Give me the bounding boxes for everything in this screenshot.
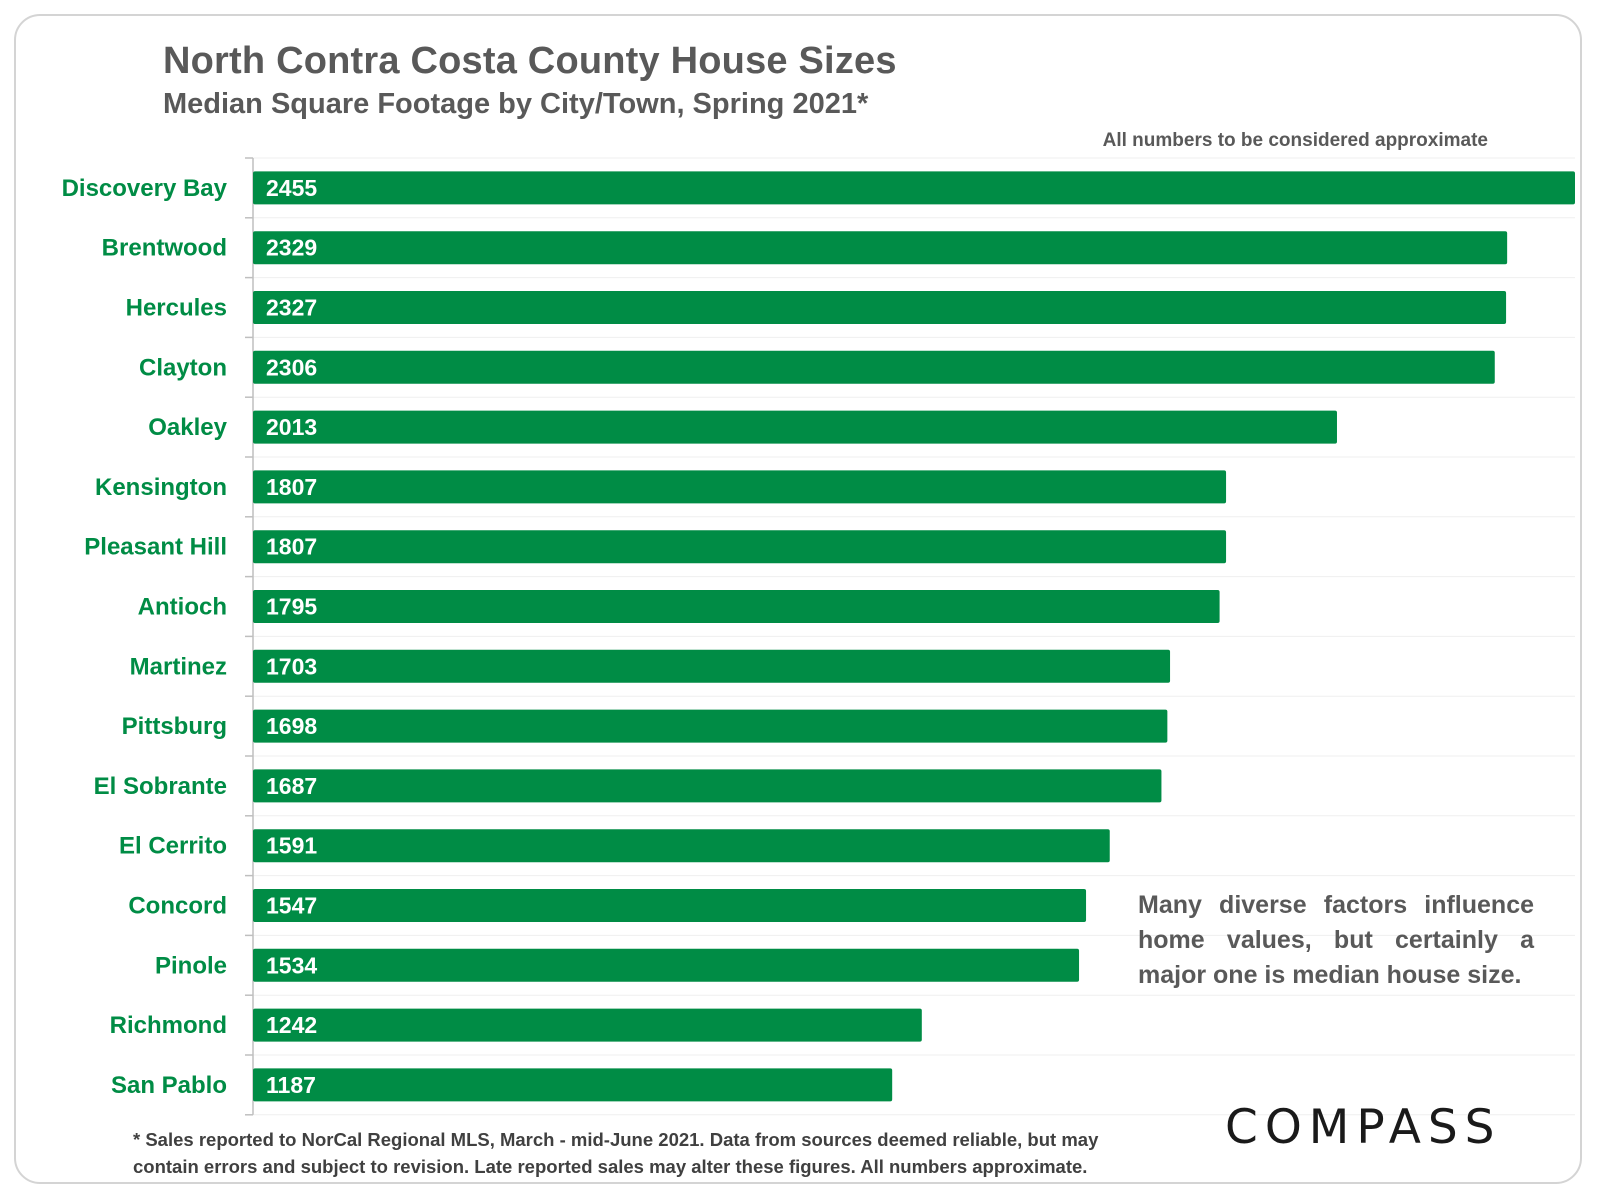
data-label: 1187 — [266, 1072, 316, 1098]
category-label: Discovery Bay — [62, 175, 228, 202]
data-label: 1591 — [266, 833, 317, 859]
footnote-line-2: contain errors and subject to revision. … — [133, 1156, 1088, 1177]
bar — [253, 769, 1162, 803]
category-label: Richmond — [110, 1012, 227, 1039]
data-label: 1795 — [266, 594, 317, 620]
footnote-line-1: * Sales reported to NorCal Regional MLS,… — [133, 1129, 1099, 1150]
category-label: El Sobrante — [94, 773, 227, 800]
category-label: Pinole — [155, 952, 227, 979]
category-label: Martinez — [130, 653, 227, 680]
bar — [253, 350, 1495, 384]
category-label: Antioch — [138, 594, 227, 621]
bar — [253, 410, 1337, 444]
bar — [253, 829, 1110, 863]
bar — [253, 649, 1171, 683]
data-label: 1547 — [266, 893, 317, 919]
category-label: Hercules — [126, 295, 227, 322]
bar — [253, 231, 1508, 265]
data-label: 2455 — [266, 175, 317, 201]
data-label: 2306 — [266, 354, 317, 380]
category-label: Clayton — [139, 354, 227, 381]
data-label: 1807 — [266, 474, 317, 500]
category-label: Pleasant Hill — [84, 534, 227, 561]
data-label: 1698 — [266, 713, 317, 739]
bar — [253, 171, 1575, 205]
category-label: Kensington — [95, 474, 227, 501]
category-label: Brentwood — [102, 235, 227, 262]
category-label: San Pablo — [111, 1072, 227, 1099]
bar — [253, 889, 1087, 922]
annotation-text: Many diverse factors influence home valu… — [1138, 891, 1534, 989]
compass-logo: COMPASS — [1225, 1100, 1502, 1155]
bar — [253, 1068, 893, 1102]
bar — [253, 948, 1080, 982]
data-label: 1807 — [266, 534, 317, 560]
category-label: Oakley — [148, 414, 227, 441]
bar — [253, 1008, 922, 1042]
data-label: 2013 — [266, 414, 317, 440]
chart-title: North Contra Costa County House Sizes — [163, 40, 897, 82]
category-label: El Cerrito — [119, 833, 227, 860]
bar — [253, 709, 1168, 743]
bar — [253, 590, 1220, 623]
data-label: 1703 — [266, 653, 317, 679]
approximate-note: All numbers to be considered approximate — [1102, 130, 1488, 151]
footnote: * Sales reported to NorCal Regional MLS,… — [133, 1126, 1193, 1180]
category-label: Concord — [128, 893, 227, 920]
data-label: 2329 — [266, 235, 317, 261]
data-label: 2327 — [266, 295, 317, 321]
data-label: 1242 — [266, 1012, 317, 1038]
data-label: 1534 — [266, 952, 317, 978]
bar — [253, 470, 1227, 504]
chart-subtitle: Median Square Footage by City/Town, Spri… — [163, 88, 869, 120]
bar — [253, 530, 1227, 564]
bar — [253, 291, 1507, 324]
category-label: Pittsburg — [122, 713, 227, 740]
data-label: 1687 — [266, 773, 317, 799]
